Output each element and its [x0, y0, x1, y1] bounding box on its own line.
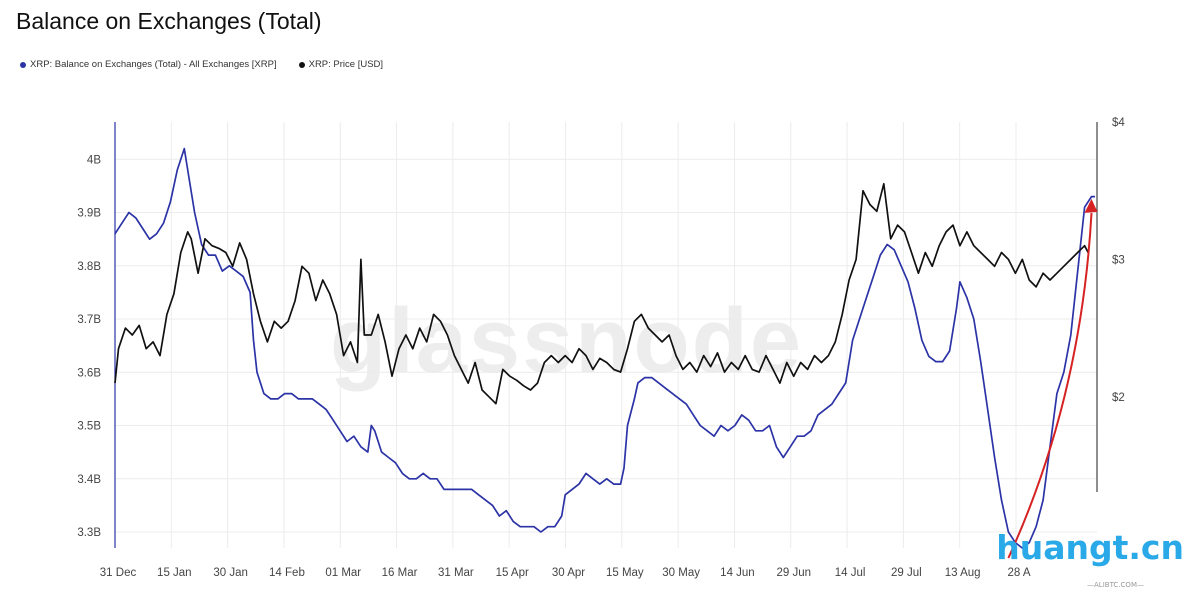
x-tick-label: 29 Jun	[776, 567, 811, 579]
x-tick-label: 14 Feb	[269, 567, 305, 579]
x-tick-label: 31 Mar	[438, 567, 474, 579]
annotation-arrow-shaft	[1007, 212, 1093, 559]
x-tick-label: 01 Mar	[325, 567, 361, 579]
x-tick-label: 28 A	[1007, 567, 1030, 579]
x-tick-label: 16 Mar	[382, 567, 418, 579]
legend-swatch-price	[298, 61, 305, 68]
x-tick-label: 30 Apr	[552, 567, 585, 579]
x-tick-label: 14 Jun	[720, 567, 755, 579]
corner-sub: —ALIBTC.COM—	[1087, 581, 1144, 589]
chart-title: Balance on Exchanges (Total)	[16, 8, 322, 34]
legend-swatch-balance	[20, 61, 26, 68]
legend: XRP: Balance on Exchanges (Total) - All …	[20, 59, 383, 70]
legend-label-balance: XRP: Balance on Exchanges (Total) - All …	[30, 59, 277, 70]
x-tick-label: 30 May	[662, 567, 700, 579]
annotation-arrow-head	[1084, 198, 1098, 213]
y-axis-right: $4 $3 $2	[1096, 117, 1125, 492]
x-tick-label: 13 Aug	[945, 567, 981, 579]
x-tick-label: 30 Jan	[213, 567, 248, 579]
gridlines	[115, 122, 1097, 548]
annotation-arrow	[1007, 198, 1098, 559]
legend-item-price[interactable]: XRP: Price [USD]	[298, 59, 384, 70]
watermark-text: glassnode	[330, 290, 803, 392]
y-left-tick-label: 3.5B	[77, 421, 101, 433]
series-line-price	[114, 182, 1089, 405]
series-line-balance	[114, 147, 1095, 549]
y-left-tick-label: 4B	[87, 154, 101, 166]
x-tick-label: 29 Jul	[891, 567, 922, 579]
x-tick-label: 15 May	[606, 567, 644, 579]
y-left-tick-label: 3.9B	[77, 208, 101, 220]
legend-item-balance[interactable]: XRP: Balance on Exchanges (Total) - All …	[20, 59, 277, 70]
y-left-tick-label: 3.7B	[77, 314, 101, 326]
y-left-tick-label: 3.6B	[77, 367, 101, 379]
y-left-tick-label: 3.3B	[77, 527, 101, 539]
legend-label-price: XRP: Price [USD]	[308, 59, 384, 70]
y-right-tick-label: $4	[1112, 117, 1125, 129]
x-tick-label: 15 Apr	[496, 567, 529, 579]
y-left-tick-label: 3.4B	[77, 474, 101, 486]
corner-logo: huangt.cn	[996, 528, 1184, 567]
y-right-tick-label: $3	[1112, 254, 1125, 266]
x-tick-label: 15 Jan	[157, 567, 192, 579]
y-left-tick-label: 3.8B	[77, 261, 101, 273]
x-tick-label: 14 Jul	[835, 567, 866, 579]
x-axis: 31 Dec 15 Jan 30 Jan 14 Feb 01 Mar 16 Mar 31 M…	[100, 567, 1031, 579]
x-tick-label: 31 Dec	[100, 567, 137, 579]
y-right-tick-label: $2	[1112, 392, 1125, 404]
y-axis-left: 4B 3.9B 3.8B 3.7B 3.6B 3.5B 3.4B 3.3B	[77, 122, 116, 548]
series-lines	[114, 147, 1095, 549]
